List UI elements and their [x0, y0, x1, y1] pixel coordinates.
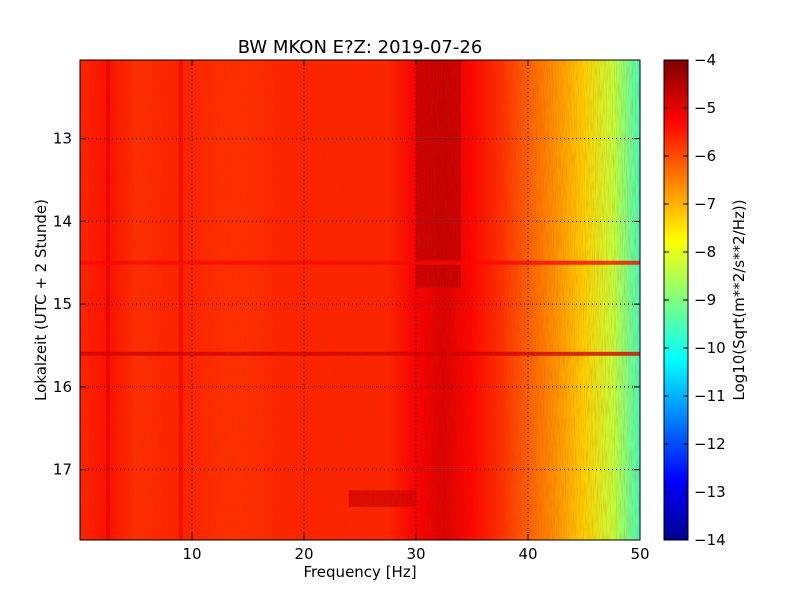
chart-title: BW MKON E?Z: 2019-07-26 — [238, 37, 483, 58]
x-tick-label: 50 — [630, 545, 649, 563]
colorbar-tick-label: −6 — [694, 147, 716, 165]
y-tick-label: 13 — [53, 130, 72, 148]
y-tick-label: 15 — [53, 295, 72, 313]
colorbar-tick-label: −13 — [694, 483, 726, 501]
x-tick-label: 10 — [182, 545, 201, 563]
x-tick-label: 30 — [406, 545, 425, 563]
y-tick-label: 14 — [53, 212, 72, 230]
y-axis-ticks: 13 14 15 16 17 — [53, 130, 640, 479]
colorbar-ticks: −4 −5 −6 −7 −8 −9 −10 −11 −12 −13 −14 — [664, 51, 726, 549]
x-tick-label: 40 — [518, 545, 537, 563]
plot-area — [80, 60, 640, 540]
y-axis-label: Lokalzeit (UTC + 2 Stunde) — [32, 199, 50, 401]
x-axis-ticks: 10 20 30 40 50 — [182, 60, 650, 563]
x-axis-label: Frequency [Hz] — [303, 563, 416, 581]
grid-lines — [80, 60, 640, 540]
spectrogram-texture — [80, 60, 640, 540]
colorbar-label: Log10(Sqrt(m**2/s**2/Hz)) — [730, 199, 748, 400]
colorbar-tick-label: −5 — [694, 99, 716, 117]
plot-frame — [79, 59, 641, 541]
colorbar-tick-label: −11 — [694, 387, 726, 405]
colorbar-tick-label: −4 — [694, 51, 716, 69]
colorbar-tick-label: −8 — [694, 243, 716, 261]
y-tick-label: 17 — [53, 461, 72, 479]
colorbar-tick-label: −9 — [694, 291, 716, 309]
colorbar-tick-label: −12 — [694, 435, 726, 453]
x-tick-label: 20 — [294, 545, 313, 563]
colorbar-tick-label: −14 — [694, 531, 726, 549]
y-tick-label: 16 — [53, 378, 72, 396]
colorbar-tick-label: −7 — [694, 195, 716, 213]
colorbar-tick-label: −10 — [694, 339, 726, 357]
